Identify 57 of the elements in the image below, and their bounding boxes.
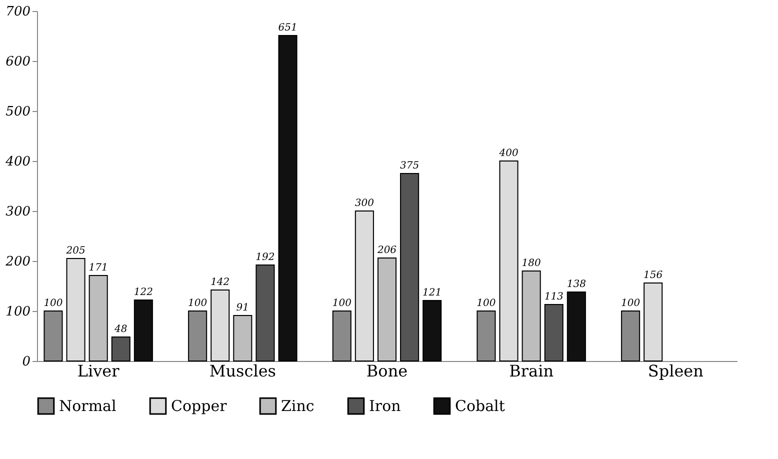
data-label: 100	[621, 298, 641, 309]
data-label: 121	[422, 288, 442, 298]
data-label: 138	[566, 279, 586, 290]
bar	[111, 336, 130, 362]
bar	[134, 300, 153, 362]
data-label: 206	[376, 245, 398, 256]
x-tick-label: Bone	[366, 362, 408, 380]
y-tick-label: 500	[6, 104, 30, 120]
legend-label: Iron	[369, 397, 402, 416]
data-label: 100	[476, 298, 496, 309]
bar	[354, 210, 374, 362]
bar	[88, 275, 108, 362]
y-tick-label: 0	[22, 354, 30, 370]
x-tick-label: Muscles	[209, 362, 276, 380]
bar	[544, 304, 564, 362]
bar	[422, 300, 442, 362]
data-label: 192	[256, 252, 275, 263]
y-tick-label: 400	[4, 154, 30, 170]
legend-label: Normal	[59, 397, 116, 416]
data-label: 113	[544, 292, 564, 302]
data-label: 300	[354, 198, 375, 209]
data-label: 375	[400, 160, 420, 172]
bar	[233, 315, 252, 362]
bar	[66, 258, 86, 362]
bar	[377, 258, 397, 362]
data-label: 171	[88, 262, 108, 274]
data-label: 122	[134, 287, 153, 298]
data-label: 180	[522, 258, 542, 269]
y-tick-label: 700	[6, 4, 30, 20]
x-tick-label: Spleen	[648, 362, 704, 380]
bar	[256, 264, 275, 362]
data-label: 142	[210, 277, 230, 288]
x-tick-label: Brain	[509, 362, 554, 380]
data-label: 48	[114, 324, 128, 335]
bar	[400, 173, 420, 362]
x-tick-label: Liver	[77, 362, 120, 380]
legend-label: Cobalt	[455, 397, 505, 416]
y-tick-label: 100	[6, 304, 30, 320]
bar	[210, 290, 230, 362]
y-tick-label: 200	[4, 254, 30, 270]
bar	[499, 160, 518, 362]
data-label: 100	[332, 298, 352, 309]
bar	[278, 35, 298, 362]
y-tick-label: 300	[6, 204, 30, 220]
data-label: 400	[498, 148, 519, 159]
data-label: 91	[236, 302, 250, 314]
bar	[644, 282, 663, 362]
data-label: 100	[44, 298, 64, 309]
data-label: 100	[188, 298, 208, 309]
legend-label: Copper	[171, 397, 228, 416]
data-label: 651	[278, 22, 298, 34]
data-label: 205	[65, 246, 86, 256]
bar	[566, 292, 586, 362]
y-tick-label: 600	[6, 54, 30, 70]
bar	[522, 270, 541, 362]
legend-label: Zinc	[281, 397, 314, 416]
data-label: 156	[644, 270, 664, 281]
